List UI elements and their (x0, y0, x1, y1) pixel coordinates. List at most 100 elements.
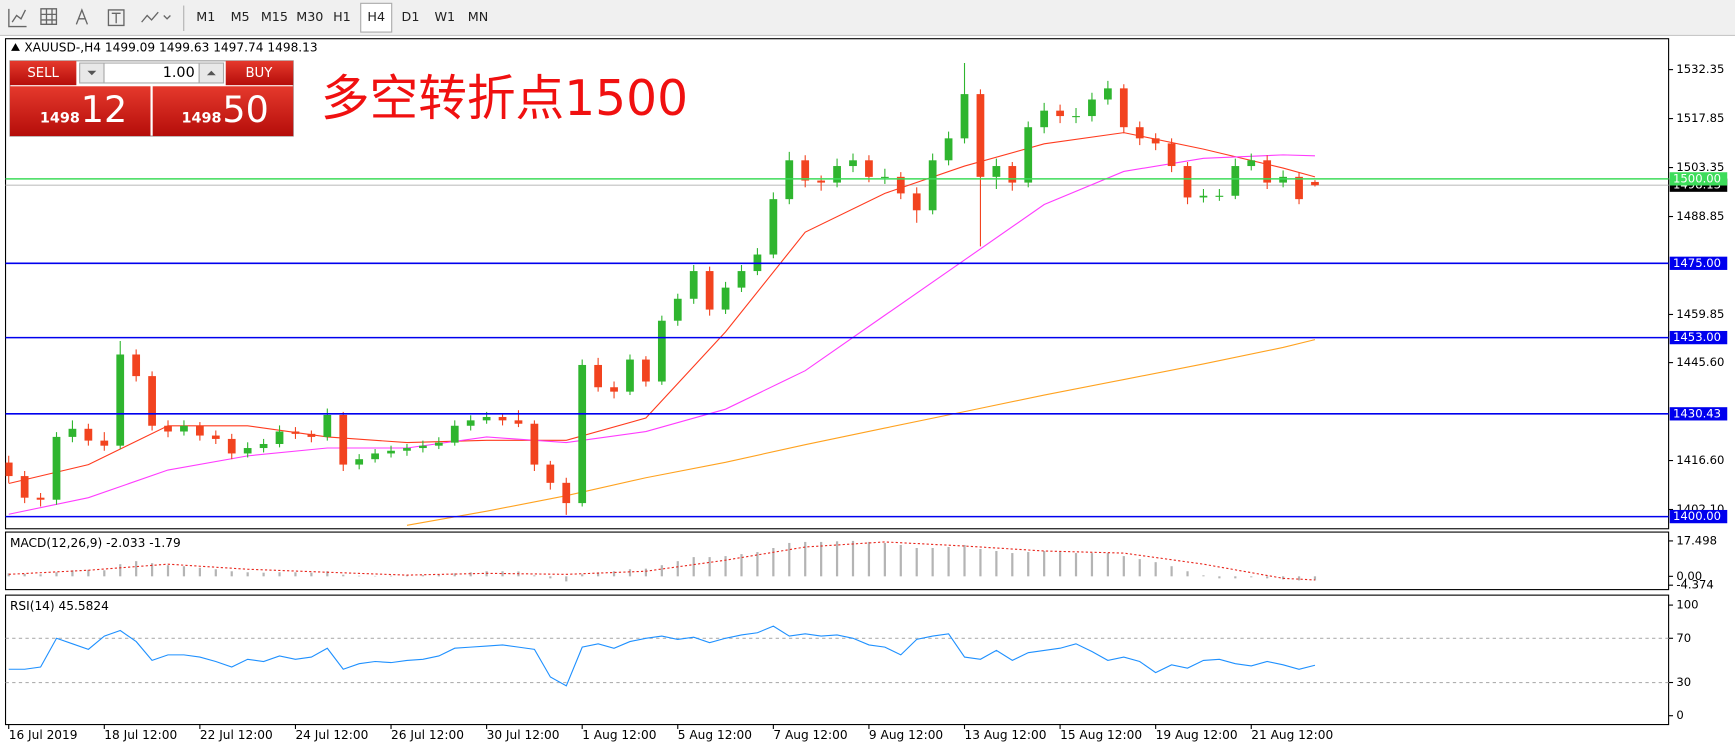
symbol-marker (11, 43, 20, 51)
panel-frame (4, 594, 1670, 726)
y-tick-label: 1445.60 (1676, 355, 1724, 369)
timeframe-button[interactable]: M5 (231, 9, 250, 24)
timeframe-button[interactable]: MN (468, 9, 489, 24)
symbol: XAUUSD-,H4 (24, 40, 101, 54)
candle-body (833, 166, 841, 183)
x-tick-label: 26 Jul 12:00 (391, 728, 464, 742)
candle-body (785, 160, 794, 200)
sell-label[interactable]: SELL (27, 66, 59, 81)
timeframe-button[interactable]: H4 (367, 9, 385, 24)
candle-body (148, 376, 156, 426)
line-price-box (1669, 407, 1728, 421)
bid-small: 12 (81, 88, 127, 131)
shapes-icon[interactable] (141, 11, 171, 23)
candle-body (180, 425, 188, 432)
toolbar (0, 0, 1735, 36)
candle-body (52, 436, 61, 500)
label-tool-icon[interactable] (107, 9, 125, 27)
candle-body (912, 193, 921, 211)
candle-body (1056, 110, 1064, 117)
candle-body (36, 497, 45, 500)
toolbar-icons (8, 5, 185, 31)
y-tick-label: 1532.35 (1676, 62, 1724, 76)
timeframe-button[interactable]: M15 (261, 9, 288, 24)
candle-body (689, 271, 698, 299)
sell-button[interactable] (9, 60, 77, 86)
candle-body (896, 176, 905, 194)
candle-body (243, 448, 252, 454)
x-tick-label: 24 Jul 12:00 (295, 728, 368, 742)
candle-body (992, 166, 1001, 177)
macd-header: MACD(12,26,9) -2.033 -1.79 (10, 536, 181, 550)
candle-body (1040, 110, 1049, 128)
timeframe-button[interactable]: H1 (333, 9, 351, 24)
timeframe-button[interactable]: M1 (196, 9, 215, 24)
candle-body (1167, 143, 1176, 167)
candle-body (849, 160, 857, 167)
candle-body (196, 425, 204, 436)
candle-body (546, 464, 555, 483)
x-tick-label: 15 Aug 12:00 (1060, 728, 1142, 742)
candle-body (291, 431, 300, 434)
line-price-label: 1475.00 (1673, 256, 1721, 270)
y-tick-label: 30 (1676, 675, 1691, 689)
active-timeframe[interactable] (360, 2, 393, 33)
timeframe-bar: M1 M5 M15 M30 H1 H4 D1 W1 MN (196, 2, 489, 33)
buy-label[interactable]: BUY (245, 66, 273, 81)
ask-big: 1498 (181, 110, 221, 126)
candle-body (275, 431, 284, 444)
line-price-label: 1400.00 (1673, 509, 1721, 523)
macd-panel: 17.498 0.00-4.374 (4, 531, 1717, 592)
candle-body (1008, 166, 1017, 183)
buy-price-box[interactable] (152, 86, 294, 137)
line-price-box (1669, 509, 1728, 524)
timeframe-button[interactable]: M30 (296, 9, 323, 24)
candle-body (116, 354, 125, 446)
candle-body (976, 94, 985, 177)
candle-body (801, 160, 810, 181)
candle-body (1072, 116, 1080, 118)
candle-body (960, 94, 969, 139)
lot-up-arrow (206, 70, 216, 76)
chart-icon[interactable] (8, 8, 27, 28)
candle-body (880, 176, 889, 178)
macd-value: -2.033 (106, 536, 145, 550)
timeframe-button[interactable]: D1 (402, 9, 420, 24)
candle-body (84, 428, 93, 441)
bid-big: 1498 (40, 110, 80, 126)
y-tick-label: 1459.85 (1676, 307, 1724, 321)
candle-body (164, 425, 172, 432)
line-price-label: 1453.00 (1673, 330, 1721, 344)
candle-body (610, 387, 618, 392)
lot-value: 1.00 (163, 65, 195, 81)
candle-body (705, 271, 714, 310)
candle-body (5, 462, 13, 477)
x-tick-label: 18 Jul 12:00 (104, 728, 177, 742)
timeframe-button[interactable]: W1 (434, 9, 455, 24)
macd-signal (8, 541, 1315, 581)
candle-body (68, 428, 77, 437)
text-tool-icon[interactable] (75, 8, 89, 25)
line-price-box (1669, 256, 1728, 270)
sell-price-box[interactable] (9, 86, 151, 137)
candle-body (1231, 166, 1240, 196)
buy-button[interactable] (225, 60, 294, 86)
line-price-label: 1500.00 (1673, 171, 1721, 185)
y-tick-label: 1488.85 (1676, 209, 1724, 223)
y-tick-label: 0 (1676, 708, 1683, 722)
ask-small: 50 (222, 88, 268, 131)
grid-icon[interactable] (40, 8, 58, 25)
rsi-title: RSI(14) (10, 599, 55, 613)
candle-body (20, 476, 29, 498)
high: 1499.63 (159, 40, 209, 54)
x-tick-label: 9 Aug 12:00 (869, 728, 943, 742)
annotation: 多空转折点1500 (321, 71, 688, 127)
candle-body (673, 298, 682, 321)
candle-body (227, 438, 236, 454)
candle-body (1024, 127, 1033, 183)
candle-body (1247, 160, 1256, 167)
candle-body (355, 459, 364, 465)
candle-body (403, 448, 411, 451)
line-price-label: 1430.43 (1673, 406, 1721, 420)
